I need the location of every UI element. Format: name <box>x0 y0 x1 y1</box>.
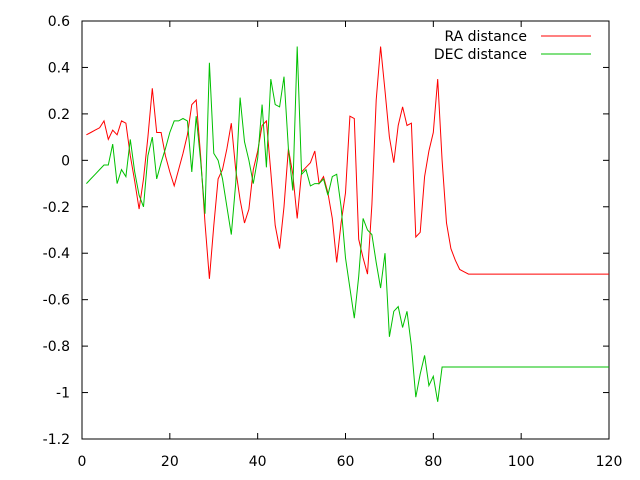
x-tick-label: 40 <box>249 454 267 470</box>
x-tick-label: 100 <box>508 454 535 470</box>
x-tick-label: 80 <box>424 454 442 470</box>
y-tick-label: -1.2 <box>43 432 70 448</box>
y-tick-label: 0.6 <box>48 14 70 30</box>
legend-label: RA distance <box>444 29 527 45</box>
y-tick-label: 0.2 <box>48 107 70 123</box>
y-tick-label: -0.6 <box>43 293 70 309</box>
y-tick-label: 0 <box>61 153 70 169</box>
y-axis: -1.2 -1 -0.8 -0.6 -0.4 -0.2 0 0.2 0.4 0.6 <box>43 14 609 448</box>
y-tick-label: 0.4 <box>48 60 70 76</box>
y-tick-label: -0.4 <box>43 246 70 262</box>
plot-frame <box>81 20 610 440</box>
x-tick-label: 60 <box>337 454 355 470</box>
y-tick-label: -0.8 <box>43 339 70 355</box>
x-tick-label: 120 <box>596 454 623 470</box>
legend-label: DEC distance <box>434 47 527 63</box>
x-axis: 0 20 40 60 80 100 120 <box>78 21 623 470</box>
series-layer <box>86 46 609 402</box>
series-line-ra-distance <box>86 46 609 279</box>
x-tick-label: 0 <box>78 454 87 470</box>
legend: RA distance DEC distance <box>434 29 591 63</box>
x-tick-label: 20 <box>161 454 179 470</box>
y-tick-label: -1 <box>56 386 70 402</box>
series-line-dec-distance <box>86 46 609 402</box>
y-tick-label: -0.2 <box>43 200 70 216</box>
